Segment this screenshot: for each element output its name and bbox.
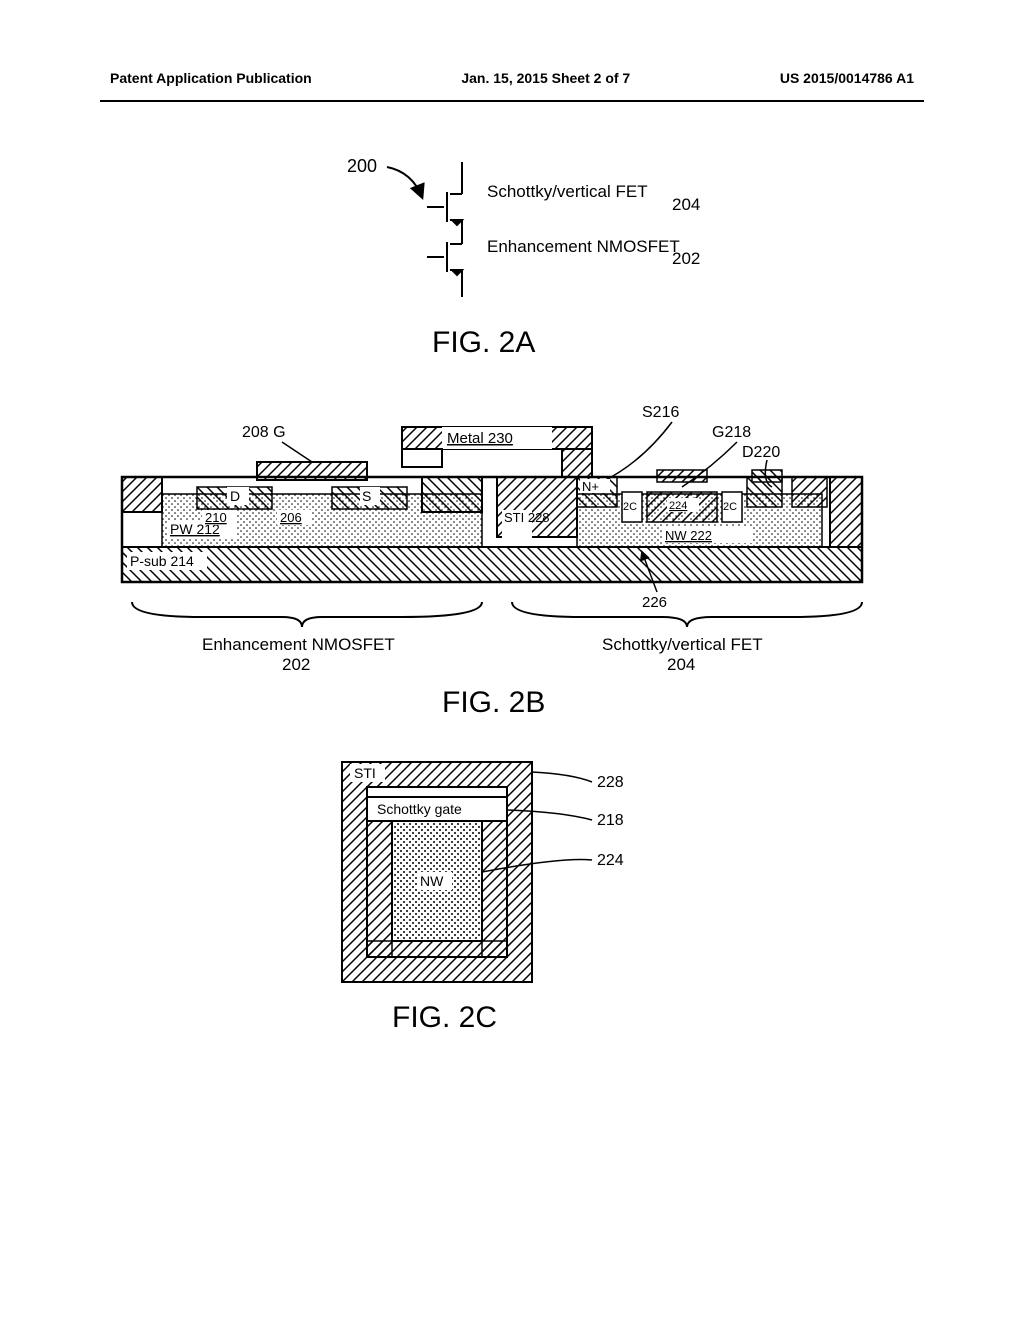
left-brace-num: 202: [282, 655, 310, 674]
label-d: D: [230, 488, 240, 504]
svg-text:NW 222: NW 222: [665, 528, 712, 543]
fig2c-218: 218: [597, 812, 624, 829]
label-226: 226: [642, 594, 667, 611]
content: 200 Schottky/vertical FET 204 Enhancemen…: [0, 142, 1024, 1042]
metal-230: Metal 230: [402, 427, 592, 477]
header-rule: [100, 100, 924, 102]
svg-text:210: 210: [205, 510, 227, 525]
header-left: Patent Application Publication: [110, 70, 312, 86]
label-psub: P-sub 214: [130, 553, 194, 569]
fig-2a: 200 Schottky/vertical FET 204 Enhancemen…: [212, 142, 812, 372]
svg-text:N+: N+: [582, 479, 599, 494]
ref-200: 200: [347, 156, 377, 176]
fig2c-gate: Schottky gate: [377, 801, 462, 817]
right-brace-num: 204: [667, 655, 695, 674]
fig2a-title: FIG. 2A: [432, 326, 535, 359]
fig2c-228: 228: [597, 774, 624, 791]
svg-text:Metal 230: Metal 230: [447, 430, 513, 447]
label-208g: 208 G: [242, 424, 286, 441]
svg-text:2C: 2C: [623, 501, 637, 513]
page-header: Patent Application Publication Jan. 15, …: [0, 0, 1024, 96]
svg-text:224: 224: [669, 500, 687, 512]
label-s216: S216: [642, 404, 679, 421]
right-brace-label: Schottky/vertical FET: [602, 635, 763, 654]
header-center: Jan. 15, 2015 Sheet 2 of 7: [461, 70, 630, 86]
svg-text:206: 206: [280, 510, 302, 525]
header-right: US 2015/0014786 A1: [780, 70, 914, 86]
label-d220: D220: [742, 444, 780, 461]
fig2a-item0-num: 204: [672, 195, 700, 214]
fig2a-item1-label: Enhancement NMOSFET: [487, 237, 680, 256]
svg-text:STI 228: STI 228: [504, 510, 550, 525]
label-s: S: [362, 488, 371, 504]
svg-text:2C: 2C: [723, 501, 737, 513]
cascode-symbol: [427, 162, 462, 297]
fig2a-item0-label: Schottky/vertical FET: [487, 182, 648, 201]
fig-2b: 208 G S216 G218 D220 Metal 230 P-sub 214…: [102, 392, 922, 732]
left-brace-label: Enhancement NMOSFET: [202, 635, 395, 654]
fig2c-sti: STI: [354, 765, 376, 781]
label-g218: G218: [712, 424, 751, 441]
fig2c-224: 224: [597, 852, 624, 869]
fig2c-title: FIG. 2C: [392, 1001, 497, 1034]
fig-2c: STI Schottky gate NW 228 218 224 FIG. 2C: [262, 742, 762, 1042]
fig2b-title: FIG. 2B: [442, 686, 545, 719]
fig2c-nw: NW: [420, 873, 444, 889]
fig2a-item1-num: 202: [672, 249, 700, 268]
